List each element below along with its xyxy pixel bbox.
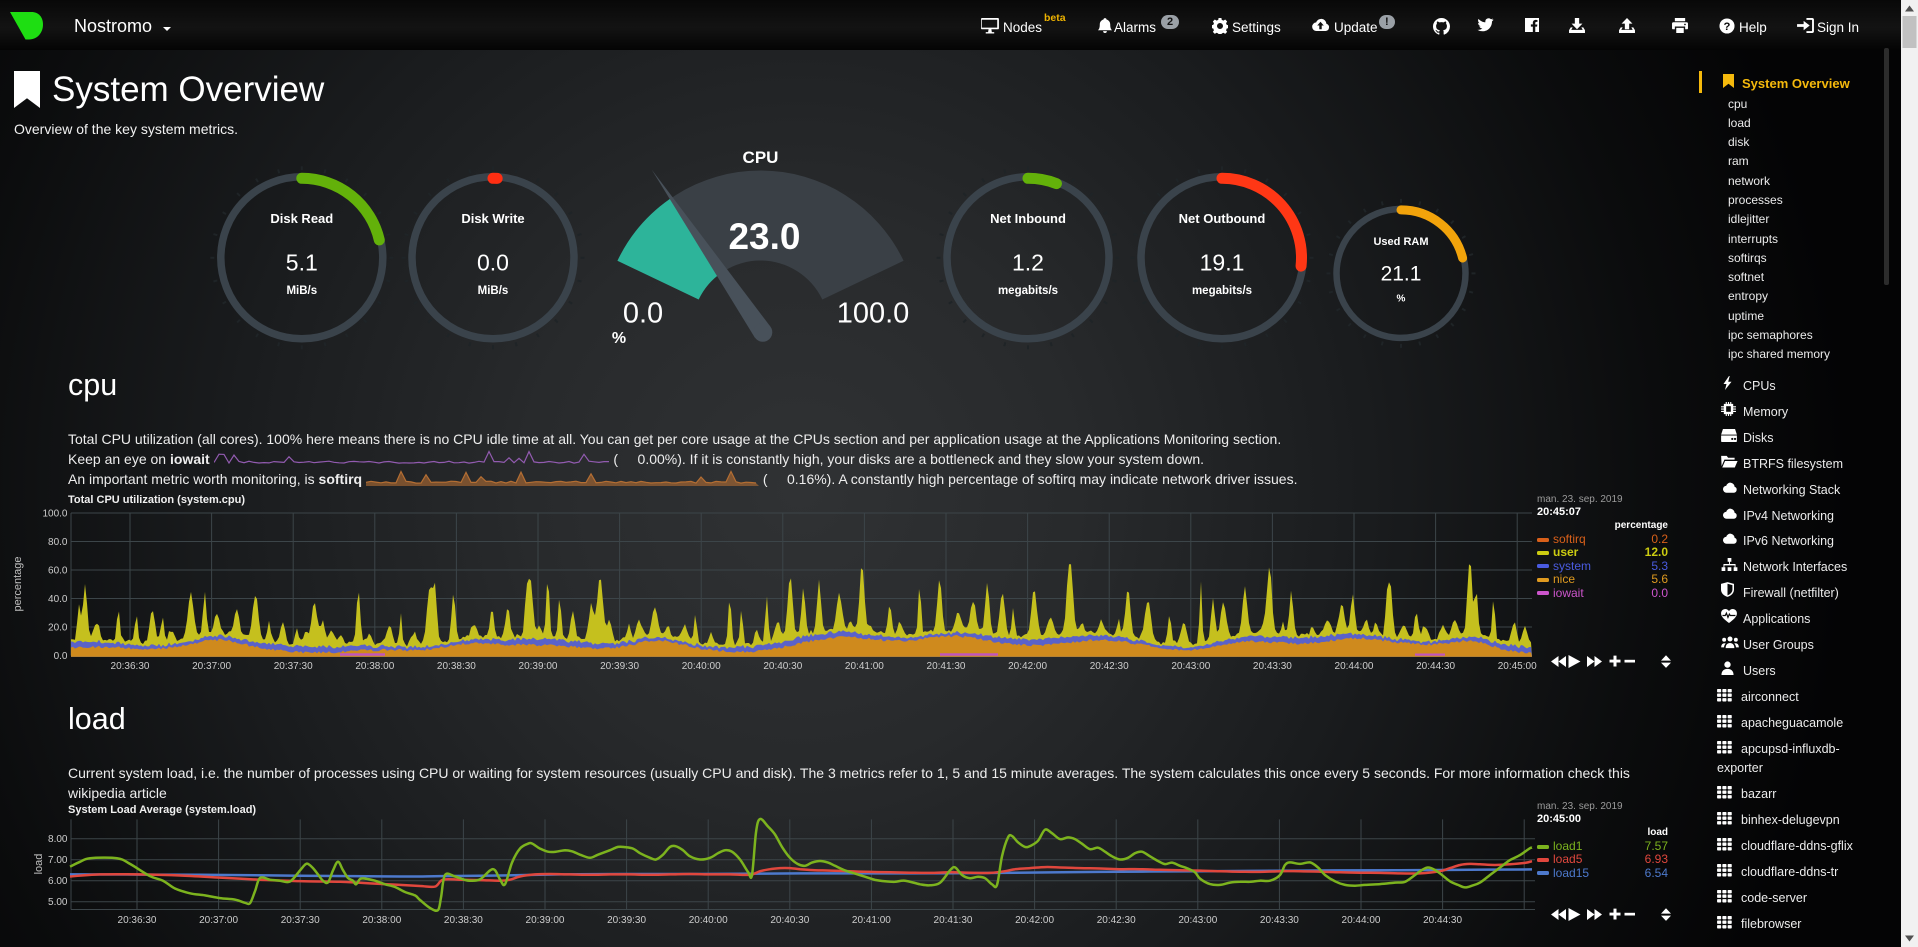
svg-text:20:44:00: 20:44:00 <box>1342 915 1381 926</box>
svg-text:20:41:00: 20:41:00 <box>852 915 891 926</box>
svg-text:20:44:00: 20:44:00 <box>1335 661 1374 672</box>
svg-text:20:42:00: 20:42:00 <box>1015 915 1054 926</box>
svg-text:20:37:00: 20:37:00 <box>199 915 238 926</box>
svg-text:20:40:30: 20:40:30 <box>770 915 809 926</box>
svg-text:20:39:30: 20:39:30 <box>607 915 646 926</box>
svg-text:6.00: 6.00 <box>48 876 68 887</box>
svg-text:100.0: 100.0 <box>42 509 67 520</box>
svg-text:load: load <box>33 854 45 875</box>
svg-text:21.1: 21.1 <box>1381 263 1422 286</box>
svg-text:megabits/s: megabits/s <box>998 285 1058 297</box>
svg-text:Disk Read: Disk Read <box>270 211 333 226</box>
svg-text:20.0: 20.0 <box>48 623 68 634</box>
svg-text:20:42:00: 20:42:00 <box>1008 661 1047 672</box>
svg-text:20:41:30: 20:41:30 <box>927 661 966 672</box>
svg-text:100.0: 100.0 <box>837 298 910 330</box>
svg-text:20:38:00: 20:38:00 <box>362 915 401 926</box>
svg-text:19.1: 19.1 <box>1200 250 1245 276</box>
svg-text:20:40:00: 20:40:00 <box>682 661 721 672</box>
svg-text:%: % <box>1397 294 1406 305</box>
svg-text:?: ? <box>1724 21 1731 33</box>
svg-text:0.0: 0.0 <box>623 298 663 330</box>
svg-text:60.0: 60.0 <box>48 566 68 577</box>
svg-text:5.1: 5.1 <box>286 250 318 276</box>
svg-text:20:40:30: 20:40:30 <box>763 661 802 672</box>
svg-text:20:44:30: 20:44:30 <box>1423 915 1462 926</box>
svg-text:20:43:30: 20:43:30 <box>1260 915 1299 926</box>
svg-text:megabits/s: megabits/s <box>1192 285 1252 297</box>
svg-text:percentage: percentage <box>12 556 24 611</box>
svg-text:20:43:00: 20:43:00 <box>1178 915 1217 926</box>
svg-text:80.0: 80.0 <box>48 537 68 548</box>
svg-text:20:36:30: 20:36:30 <box>118 915 157 926</box>
svg-text:20:43:00: 20:43:00 <box>1171 661 1210 672</box>
svg-text:CPU: CPU <box>743 148 779 167</box>
svg-text:1.2: 1.2 <box>1012 250 1044 276</box>
svg-text:20:39:00: 20:39:00 <box>519 661 558 672</box>
svg-text:20:43:30: 20:43:30 <box>1253 661 1292 672</box>
svg-text:20:38:30: 20:38:30 <box>437 661 476 672</box>
svg-text:20:41:30: 20:41:30 <box>934 915 973 926</box>
svg-text:23.0: 23.0 <box>728 216 800 257</box>
svg-text:20:37:30: 20:37:30 <box>281 915 320 926</box>
svg-text:20:41:00: 20:41:00 <box>845 661 884 672</box>
svg-text:20:37:00: 20:37:00 <box>192 661 231 672</box>
svg-text:MiB/s: MiB/s <box>478 285 509 297</box>
svg-text:20:37:30: 20:37:30 <box>274 661 313 672</box>
svg-text:40.0: 40.0 <box>48 594 68 605</box>
svg-text:Net Inbound: Net Inbound <box>990 211 1066 226</box>
svg-text:8.00: 8.00 <box>48 834 68 845</box>
svg-text:20:36:30: 20:36:30 <box>111 661 150 672</box>
svg-text:0.0: 0.0 <box>54 651 68 662</box>
svg-text:%: % <box>612 330 626 347</box>
svg-text:20:45:00: 20:45:00 <box>1498 661 1537 672</box>
svg-text:Net Outbound: Net Outbound <box>1179 211 1266 226</box>
svg-text:Disk Write: Disk Write <box>461 211 524 226</box>
svg-text:MiB/s: MiB/s <box>286 285 317 297</box>
svg-text:20:39:00: 20:39:00 <box>526 915 565 926</box>
svg-text:Used RAM: Used RAM <box>1373 236 1428 248</box>
svg-text:20:40:00: 20:40:00 <box>689 915 728 926</box>
svg-text:0.0: 0.0 <box>477 250 509 276</box>
svg-text:20:44:30: 20:44:30 <box>1416 661 1455 672</box>
svg-text:20:42:30: 20:42:30 <box>1090 661 1129 672</box>
svg-text:7.00: 7.00 <box>48 855 68 866</box>
svg-text:5.00: 5.00 <box>48 897 68 908</box>
svg-text:20:39:30: 20:39:30 <box>600 661 639 672</box>
svg-text:20:38:00: 20:38:00 <box>355 661 394 672</box>
svg-text:20:38:30: 20:38:30 <box>444 915 483 926</box>
svg-text:20:42:30: 20:42:30 <box>1097 915 1136 926</box>
